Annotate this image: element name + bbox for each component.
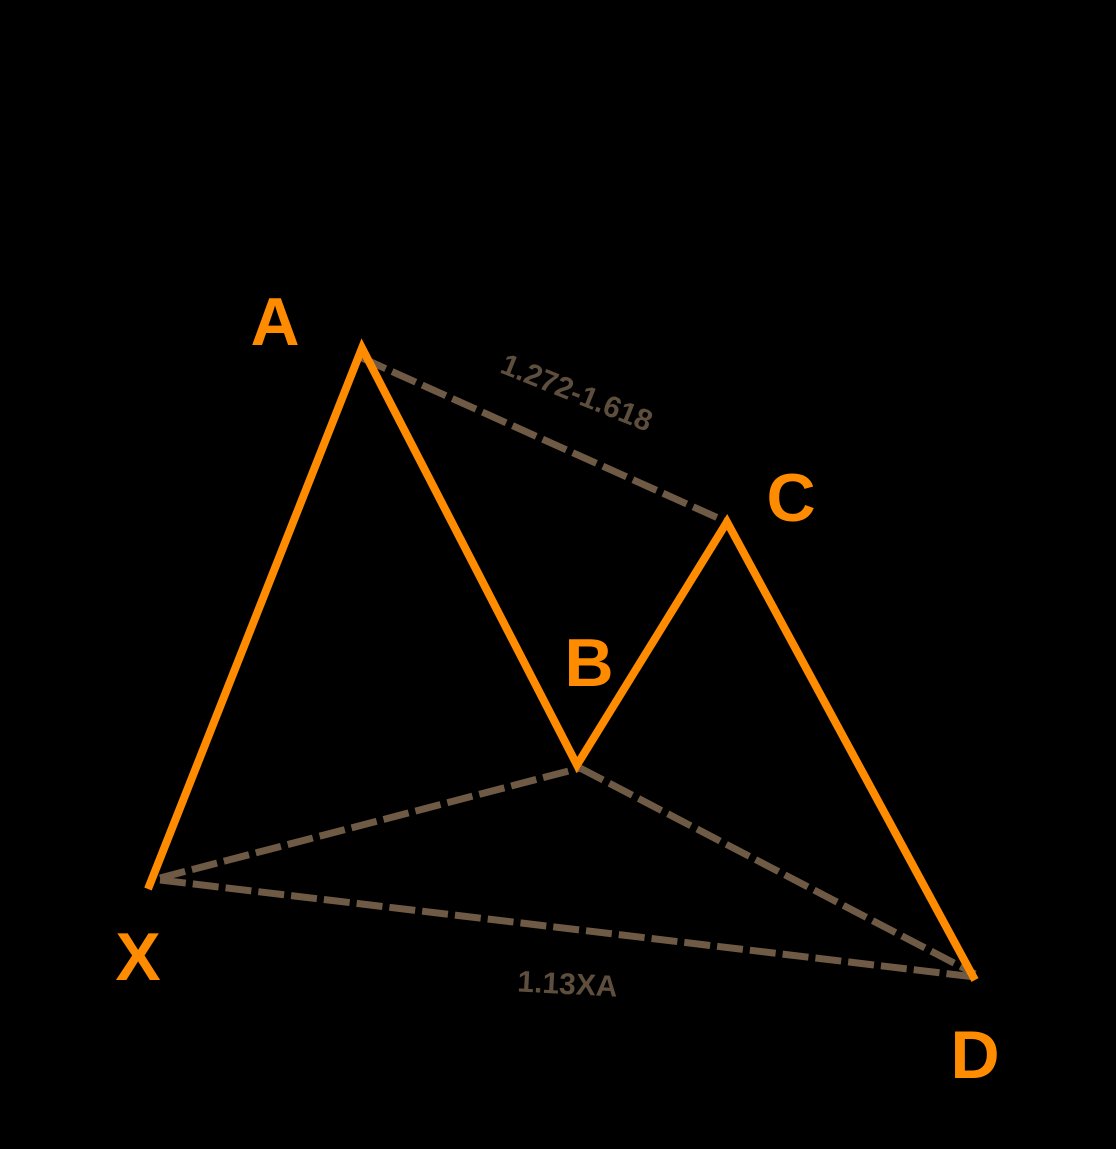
ratio-line-x-b [159,764,581,882]
ratio-lines [159,354,977,981]
ratio-line-b-d [578,764,977,978]
ratio-label-x-d: 1.13XA [517,965,619,1003]
point-label-x: X [115,919,160,995]
ratio-line-a-c [360,354,729,526]
pattern-line-xabcd [144,338,979,982]
point-label-b: B [564,625,613,701]
ratio-line-x-d [159,876,976,981]
point-label-d: D [950,1017,999,1093]
point-label-c: C [766,460,815,536]
point-label-a: A [250,284,299,360]
